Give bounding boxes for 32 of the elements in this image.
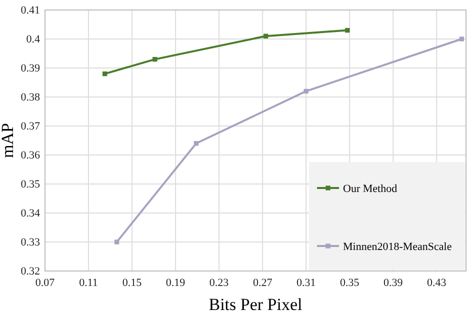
x-tick-label: 0.19 [166,276,186,289]
y-tick-label: 0.32 [20,266,40,278]
point [102,71,108,76]
x-tick-label: 0.15 [122,276,142,289]
point [152,56,158,62]
y-tick-label: 0.37 [20,120,40,133]
x-tick-label: 0.27 [252,276,273,289]
legend-label: Minnen2018-MeanScale [343,241,452,253]
x-tick-label: 0.31 [296,276,316,289]
y-axis-title: mAP [0,123,17,158]
y-tick-label: 0.34 [20,208,40,220]
x-tick-label: 0.23 [209,276,230,289]
point [263,34,268,38]
x-tick-label: 0.35 [340,276,360,289]
point [345,28,350,33]
x-tick-label: 0.11 [79,276,98,289]
point [114,240,120,244]
x-tick-label: 0.43 [427,276,447,289]
y-tick-label: 0.41 [20,4,40,17]
y-tick-label: 0.38 [20,92,40,104]
y-tick-label: 0.4 [26,34,40,46]
y-tick-label: 0.36 [20,150,40,162]
point [304,88,308,94]
y-tick-label: 0.33 [20,236,40,249]
point [459,36,464,42]
x-tick-label: 0.39 [383,276,404,289]
legend-label: Our Method [343,183,398,195]
y-tick-label: 0.39 [20,62,40,75]
point [194,141,199,146]
y-tick-label: 0.35 [20,178,40,191]
x-axis-title: Bits Per Pixel [208,295,303,314]
x-tick-label: 0.07 [35,276,56,289]
